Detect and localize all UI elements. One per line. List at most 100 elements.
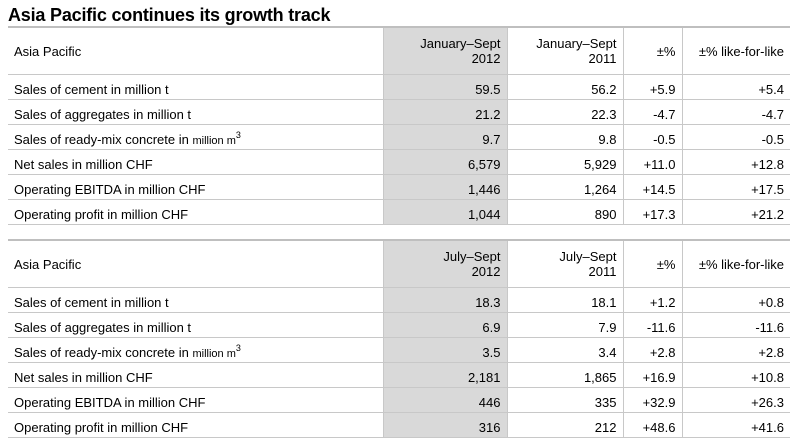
- row-label: Sales of ready-mix concrete in million m…: [8, 337, 383, 363]
- lfl-pct: +2.8: [681, 337, 790, 363]
- col-2012-header: January–Sept 2012: [382, 26, 507, 75]
- table-row: Sales of ready-mix concrete in million m…: [8, 337, 790, 363]
- table-row: Sales of cement in million t 18.3 18.1 +…: [8, 287, 790, 313]
- value-2011: 1,865: [506, 362, 623, 388]
- col-2011-header: July–Sept 2011: [506, 239, 623, 288]
- row-label: Sales of ready-mix concrete in million m…: [8, 124, 383, 150]
- row-label: Net sales in million CHF: [8, 149, 383, 175]
- lfl-pct: +17.5: [681, 174, 790, 200]
- lfl-pct: +10.8: [681, 362, 790, 388]
- value-2011: 890: [506, 199, 623, 225]
- lfl-pct-header: ±% like-for-like: [681, 239, 790, 288]
- table-row: Sales of aggregates in million t 21.2 22…: [8, 99, 790, 125]
- col-2012-year: 2012: [471, 264, 501, 279]
- ytd-results-table: Asia Pacific January–Sept 2012 January–S…: [8, 26, 790, 225]
- row-label: Net sales in million CHF: [8, 362, 383, 388]
- value-2011: 335: [506, 387, 623, 413]
- lfl-pct: +0.8: [681, 287, 790, 313]
- col-2012-period: January–Sept: [420, 36, 501, 51]
- value-2012: 446: [382, 387, 507, 413]
- lfl-pct-header: ±% like-for-like: [681, 26, 790, 75]
- row-label: Operating EBITDA in million CHF: [8, 387, 383, 413]
- row-label: Sales of aggregates in million t: [8, 312, 383, 338]
- change-pct-header: ±%: [622, 26, 682, 75]
- change-pct: -11.6: [622, 312, 682, 338]
- value-2012: 1,446: [382, 174, 507, 200]
- table-row: Sales of cement in million t 59.5 56.2 +…: [8, 74, 790, 100]
- change-pct: +1.2: [622, 287, 682, 313]
- row-label-text: Sales of ready-mix concrete in: [14, 132, 193, 147]
- value-2012: 9.7: [382, 124, 507, 150]
- table-row: Operating profit in million CHF 316 212 …: [8, 412, 790, 438]
- value-2012: 18.3: [382, 287, 507, 313]
- value-2011: 56.2: [506, 74, 623, 100]
- lfl-pct: +41.6: [681, 412, 790, 438]
- value-2012: 6.9: [382, 312, 507, 338]
- row-label-unit: million m: [192, 135, 236, 147]
- row-label: Sales of aggregates in million t: [8, 99, 383, 125]
- value-2011: 18.1: [506, 287, 623, 313]
- change-pct: +14.5: [622, 174, 682, 200]
- change-pct: +16.9: [622, 362, 682, 388]
- value-2012: 21.2: [382, 99, 507, 125]
- value-2011: 3.4: [506, 337, 623, 363]
- row-label-text: Sales of ready-mix concrete in: [14, 345, 193, 360]
- value-2012: 1,044: [382, 199, 507, 225]
- value-2012: 2,181: [382, 362, 507, 388]
- row-label: Sales of cement in million t: [8, 287, 383, 313]
- value-2011: 212: [506, 412, 623, 438]
- lfl-pct: -4.7: [681, 99, 790, 125]
- col-2011-period: July–Sept: [559, 249, 617, 264]
- table-row: Sales of ready-mix concrete in million m…: [8, 124, 790, 150]
- page-title: Asia Pacific continues its growth track: [8, 5, 331, 25]
- row-label: Operating profit in million CHF: [8, 412, 383, 438]
- lfl-pct: -11.6: [681, 312, 790, 338]
- table-row: Net sales in million CHF 2,181 1,865 +16…: [8, 362, 790, 388]
- row-label: Operating EBITDA in million CHF: [8, 174, 383, 200]
- col-2012-year: 2012: [471, 51, 501, 66]
- row-label-superscript: 3: [235, 130, 241, 140]
- row-label-unit: million m: [192, 348, 236, 360]
- region-header: Asia Pacific: [8, 239, 383, 288]
- value-2012: 59.5: [382, 74, 507, 100]
- col-2011-period: January–Sept: [536, 36, 617, 51]
- value-2011: 9.8: [506, 124, 623, 150]
- change-pct: +5.9: [622, 74, 682, 100]
- value-2011: 5,929: [506, 149, 623, 175]
- lfl-pct: +5.4: [681, 74, 790, 100]
- lfl-pct: +21.2: [681, 199, 790, 225]
- col-2012-period: July–Sept: [443, 249, 501, 264]
- lfl-pct: +12.8: [681, 149, 790, 175]
- table-row: Operating EBITDA in million CHF 1,446 1,…: [8, 174, 790, 200]
- value-2012: 6,579: [382, 149, 507, 175]
- value-2011: 7.9: [506, 312, 623, 338]
- value-2011: 22.3: [506, 99, 623, 125]
- col-2011-header: January–Sept 2011: [506, 26, 623, 75]
- change-pct: +11.0: [622, 149, 682, 175]
- quarter-results-table: Asia Pacific July–Sept 2012 July–Sept 20…: [8, 239, 790, 438]
- table-row: Net sales in million CHF 6,579 5,929 +11…: [8, 149, 790, 175]
- table-row: Operating profit in million CHF 1,044 89…: [8, 199, 790, 225]
- change-pct: -4.7: [622, 99, 682, 125]
- table-header-row: Asia Pacific January–Sept 2012 January–S…: [8, 26, 790, 75]
- row-label: Sales of cement in million t: [8, 74, 383, 100]
- lfl-pct: +26.3: [681, 387, 790, 413]
- row-label: Operating profit in million CHF: [8, 199, 383, 225]
- row-label-superscript: 3: [235, 343, 241, 353]
- region-header: Asia Pacific: [8, 26, 383, 75]
- value-2012: 3.5: [382, 337, 507, 363]
- lfl-pct: -0.5: [681, 124, 790, 150]
- change-pct-header: ±%: [622, 239, 682, 288]
- col-2011-year: 2011: [588, 264, 617, 279]
- change-pct: +48.6: [622, 412, 682, 438]
- value-2012: 316: [382, 412, 507, 438]
- col-2011-year: 2011: [588, 51, 617, 66]
- table-row: Operating EBITDA in million CHF 446 335 …: [8, 387, 790, 413]
- change-pct: +32.9: [622, 387, 682, 413]
- value-2011: 1,264: [506, 174, 623, 200]
- col-2012-header: July–Sept 2012: [382, 239, 507, 288]
- change-pct: +2.8: [622, 337, 682, 363]
- table-row: Sales of aggregates in million t 6.9 7.9…: [8, 312, 790, 338]
- table-header-row: Asia Pacific July–Sept 2012 July–Sept 20…: [8, 239, 790, 288]
- change-pct: -0.5: [622, 124, 682, 150]
